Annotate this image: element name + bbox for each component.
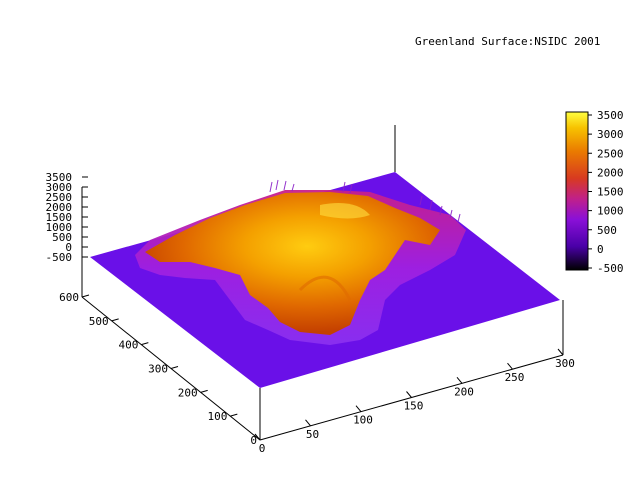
z-tick-label: -500 [46,251,73,264]
z-tick-label: 2500 [46,191,73,204]
x-tick [355,405,362,412]
coast-peaks [269,179,461,223]
ice-peak [320,202,370,219]
chart-title: Greenland Surface:NSIDC 2001 [415,35,600,48]
x-tick [507,362,513,370]
colorbar-tick-label: 1500 [597,186,624,199]
x-tick [456,377,463,384]
x-tick-label: 250 [505,371,525,384]
z-tick-label: 1500 [46,211,73,224]
x-tick-label: 100 [353,414,373,427]
x-tick-label: 150 [404,400,424,413]
y-tick [230,413,238,417]
z-tick-label: 1000 [46,221,73,234]
z-tick-label: 0 [65,241,72,254]
ice-ridge [298,275,352,301]
x-tick [305,419,311,427]
colorbar-tick-label: -500 [597,262,624,275]
z-tick-label: 3000 [46,181,73,194]
colorbar-tick-label: 1000 [597,205,624,218]
x-tick [254,433,261,441]
y-tick-label: 400 [118,339,138,352]
y-tick [200,389,208,393]
colorbar-tick-label: 3000 [597,128,624,141]
x-tick-label: 300 [555,357,575,370]
y-tick-label: 100 [207,410,227,423]
y-tick-label: 0 [250,434,257,447]
x-tick-label: 50 [306,428,319,441]
y-tick-label: 500 [89,315,109,328]
x-tick [557,348,564,356]
y-tick [170,366,179,369]
x-tick-label: 0 [259,442,266,455]
y-axis: 100 200 300 400 500 600 0 [59,291,257,447]
z-tick-label: 500 [52,231,72,244]
y-tick-label: 200 [178,386,198,399]
x-tick-label: 200 [454,385,474,398]
colorbar-tick-label: 0 [597,243,604,256]
x-axis: 0 50 100 150 200 250 300 [254,348,575,455]
colorbar [565,111,589,271]
colorbar-tick-label: 2500 [597,147,624,160]
y-tick [111,318,119,322]
z-tick-label: 2000 [46,201,73,214]
colorbar-tick-label: 500 [597,224,617,237]
y-tick [81,294,90,298]
ice-sheet [145,192,440,335]
colorbar-tick-label: 3500 [597,109,624,122]
z-tick-label: 3500 [46,171,73,184]
colorbar-axis: -500 0 500 1000 1500 2000 2500 3000 3500 [588,109,624,275]
x-tick [406,391,412,398]
colorbar-tick-label: 2000 [597,166,624,179]
y-tick-label: 300 [148,363,168,376]
y-tick-label: 600 [59,291,79,304]
y-tick [141,342,149,346]
